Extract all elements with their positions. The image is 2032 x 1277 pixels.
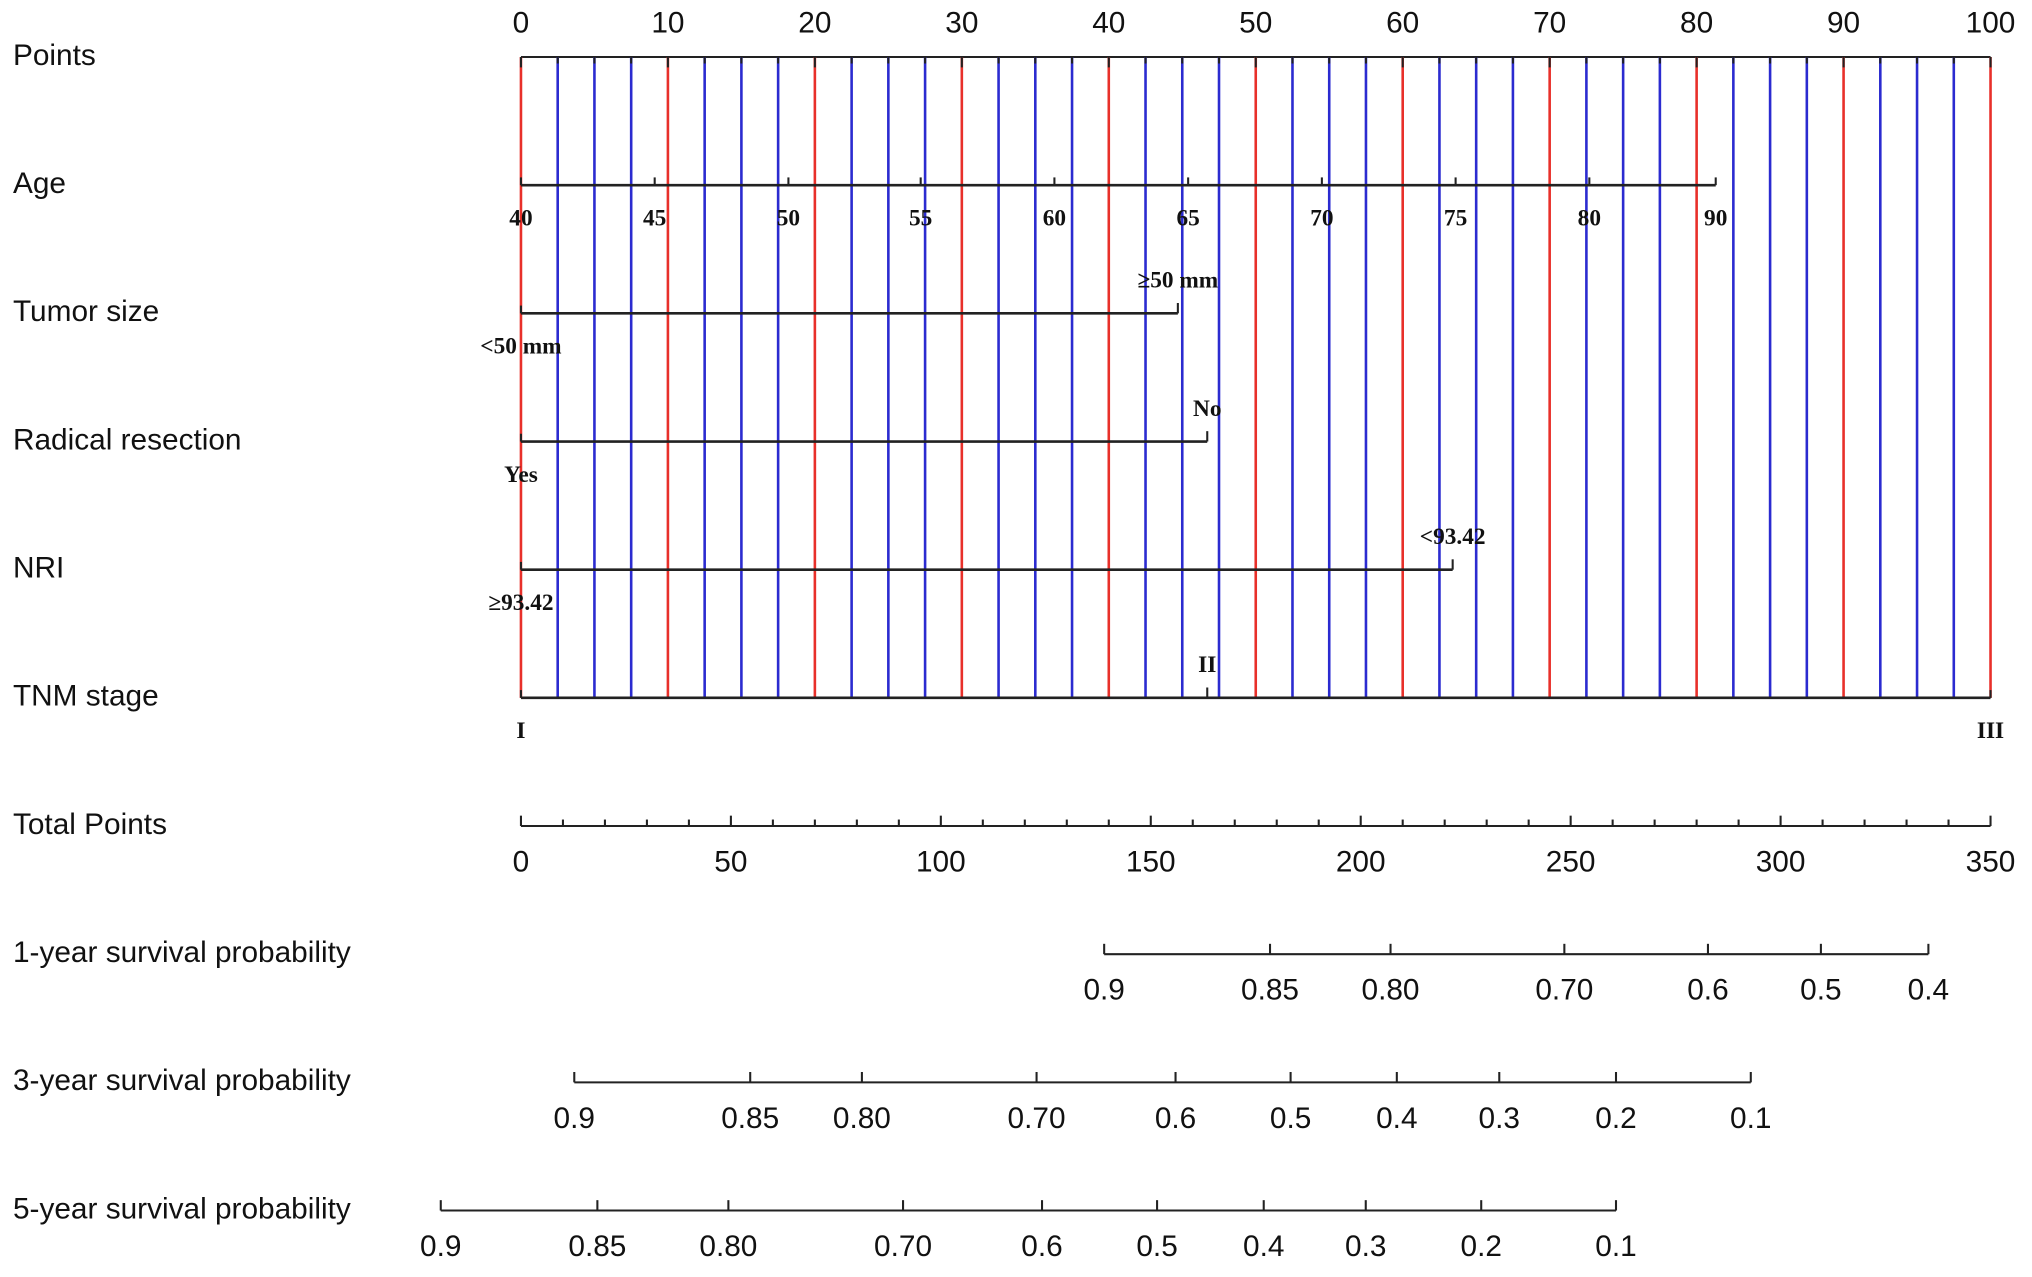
level-label: II	[1198, 652, 1216, 678]
tick-label: 70	[1533, 6, 1566, 39]
tick-label: 0.6	[1687, 974, 1728, 1007]
level-label: 60	[1043, 206, 1066, 232]
level-label: 55	[909, 206, 932, 232]
tick-label: 0.85	[1241, 974, 1299, 1007]
tick-label: 0.4	[1376, 1102, 1417, 1135]
tick-label: 0.85	[568, 1230, 626, 1263]
tick-label: 0.4	[1243, 1230, 1284, 1263]
tick-label: 0.70	[1535, 974, 1593, 1007]
level-label: 80	[1578, 206, 1601, 232]
tick-label: 50	[714, 845, 747, 878]
row-label: TNM stage	[13, 680, 159, 713]
tick-label: 0.6	[1155, 1102, 1196, 1135]
row-label: Total Points	[13, 808, 167, 841]
tick-label: 0.5	[1136, 1230, 1177, 1263]
level-label: III	[1977, 718, 2004, 744]
tick-label: 0.70	[1008, 1102, 1066, 1135]
tick-label: 0.1	[1730, 1102, 1771, 1135]
tick-label: 0.70	[874, 1230, 932, 1263]
tick-label: 0.9	[1083, 974, 1124, 1007]
tick-label: 40	[1092, 6, 1125, 39]
tick-label: 30	[945, 6, 978, 39]
level-label: 70	[1310, 206, 1333, 232]
tick-label: 0.6	[1021, 1230, 1062, 1263]
level-label: 65	[1176, 206, 1199, 232]
level-label: <50 mm	[480, 334, 562, 360]
level-label: I	[516, 718, 525, 744]
row-label: 5-year survival probability	[13, 1192, 351, 1225]
tick-label: 0.3	[1479, 1102, 1520, 1135]
row-label: 3-year survival probability	[13, 1064, 351, 1097]
tick-label: 0.80	[833, 1102, 891, 1135]
tick-label: 0.9	[554, 1102, 595, 1135]
level-label: 75	[1444, 206, 1467, 232]
tick-label: 0.5	[1800, 974, 1841, 1007]
level-label: ≥93.42	[488, 590, 553, 616]
tick-label: 150	[1126, 845, 1176, 878]
tick-label: 90	[1827, 6, 1860, 39]
row-label: Points	[13, 39, 96, 72]
tick-label: 60	[1386, 6, 1419, 39]
tick-label: 50	[1239, 6, 1272, 39]
tick-label: 10	[651, 6, 684, 39]
level-label: <93.42	[1420, 524, 1486, 550]
row-label: Age	[13, 167, 66, 200]
row-label: Tumor size	[13, 295, 159, 328]
tick-label: 20	[798, 6, 831, 39]
tick-label: 0.5	[1270, 1102, 1311, 1135]
level-label: 90	[1704, 206, 1727, 232]
tick-label: 0.80	[1362, 974, 1420, 1007]
tick-label: 0.85	[721, 1102, 779, 1135]
level-label: ≥50 mm	[1137, 268, 1218, 294]
level-label: 45	[643, 206, 666, 232]
tick-label: 0.2	[1461, 1230, 1502, 1263]
tick-label: 0.80	[699, 1230, 757, 1263]
tick-label: 100	[916, 845, 966, 878]
tick-label: 0.1	[1595, 1230, 1636, 1263]
level-label: 50	[777, 206, 800, 232]
level-label: 40	[509, 206, 532, 232]
tick-label: 0.4	[1908, 974, 1949, 1007]
tick-label: 200	[1336, 845, 1386, 878]
row-label: NRI	[13, 552, 64, 585]
tick-label: 250	[1546, 845, 1596, 878]
tick-label: 0.2	[1595, 1102, 1636, 1135]
tick-label: 0.9	[420, 1230, 461, 1263]
row-label: Radical resection	[13, 423, 242, 456]
tick-label: 0.3	[1345, 1230, 1386, 1263]
level-label: Yes	[504, 462, 538, 488]
tick-label: 100	[1966, 6, 2016, 39]
level-label: No	[1193, 396, 1222, 422]
tick-label: 80	[1680, 6, 1713, 39]
tick-label: 300	[1756, 845, 1806, 878]
tick-label: 0	[513, 845, 530, 878]
tick-label: 0	[513, 6, 530, 39]
row-label: 1-year survival probability	[13, 936, 351, 969]
tick-label: 350	[1966, 845, 2016, 878]
